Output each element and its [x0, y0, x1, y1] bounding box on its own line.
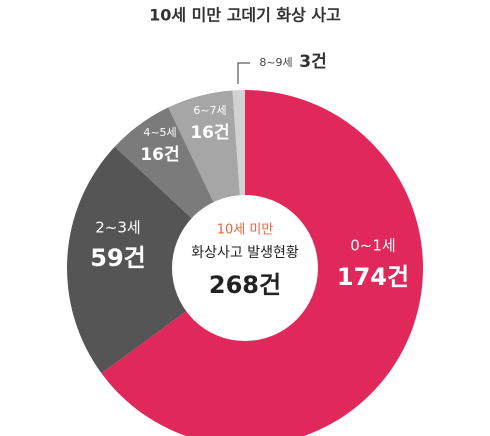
slice-category: 6~7세 [193, 104, 226, 117]
center-subtitle: 10세 미만 [217, 223, 274, 238]
slice-category: 2~3세 [95, 219, 140, 237]
slice-category: 8~9세 [259, 56, 292, 69]
leader-line [237, 62, 250, 84]
center-label: 화상사고 발생현황 [191, 245, 299, 261]
slice-value-label: 59건 [90, 244, 145, 272]
slice-category: 0~1세 [350, 237, 395, 255]
slice-category: 4~5세 [143, 126, 176, 139]
slice-value-label: 174건 [337, 263, 409, 291]
slice-value-label: 16건 [140, 145, 179, 165]
center-total: 268건 [209, 271, 281, 299]
donut-hole [172, 195, 318, 341]
slice-value-label: 16건 [190, 123, 229, 143]
donut-slice [66, 146, 245, 374]
chart-title: 10세 미만 고데기 화상 사고 [149, 6, 341, 25]
slice-value-label: 3건 [299, 52, 326, 72]
